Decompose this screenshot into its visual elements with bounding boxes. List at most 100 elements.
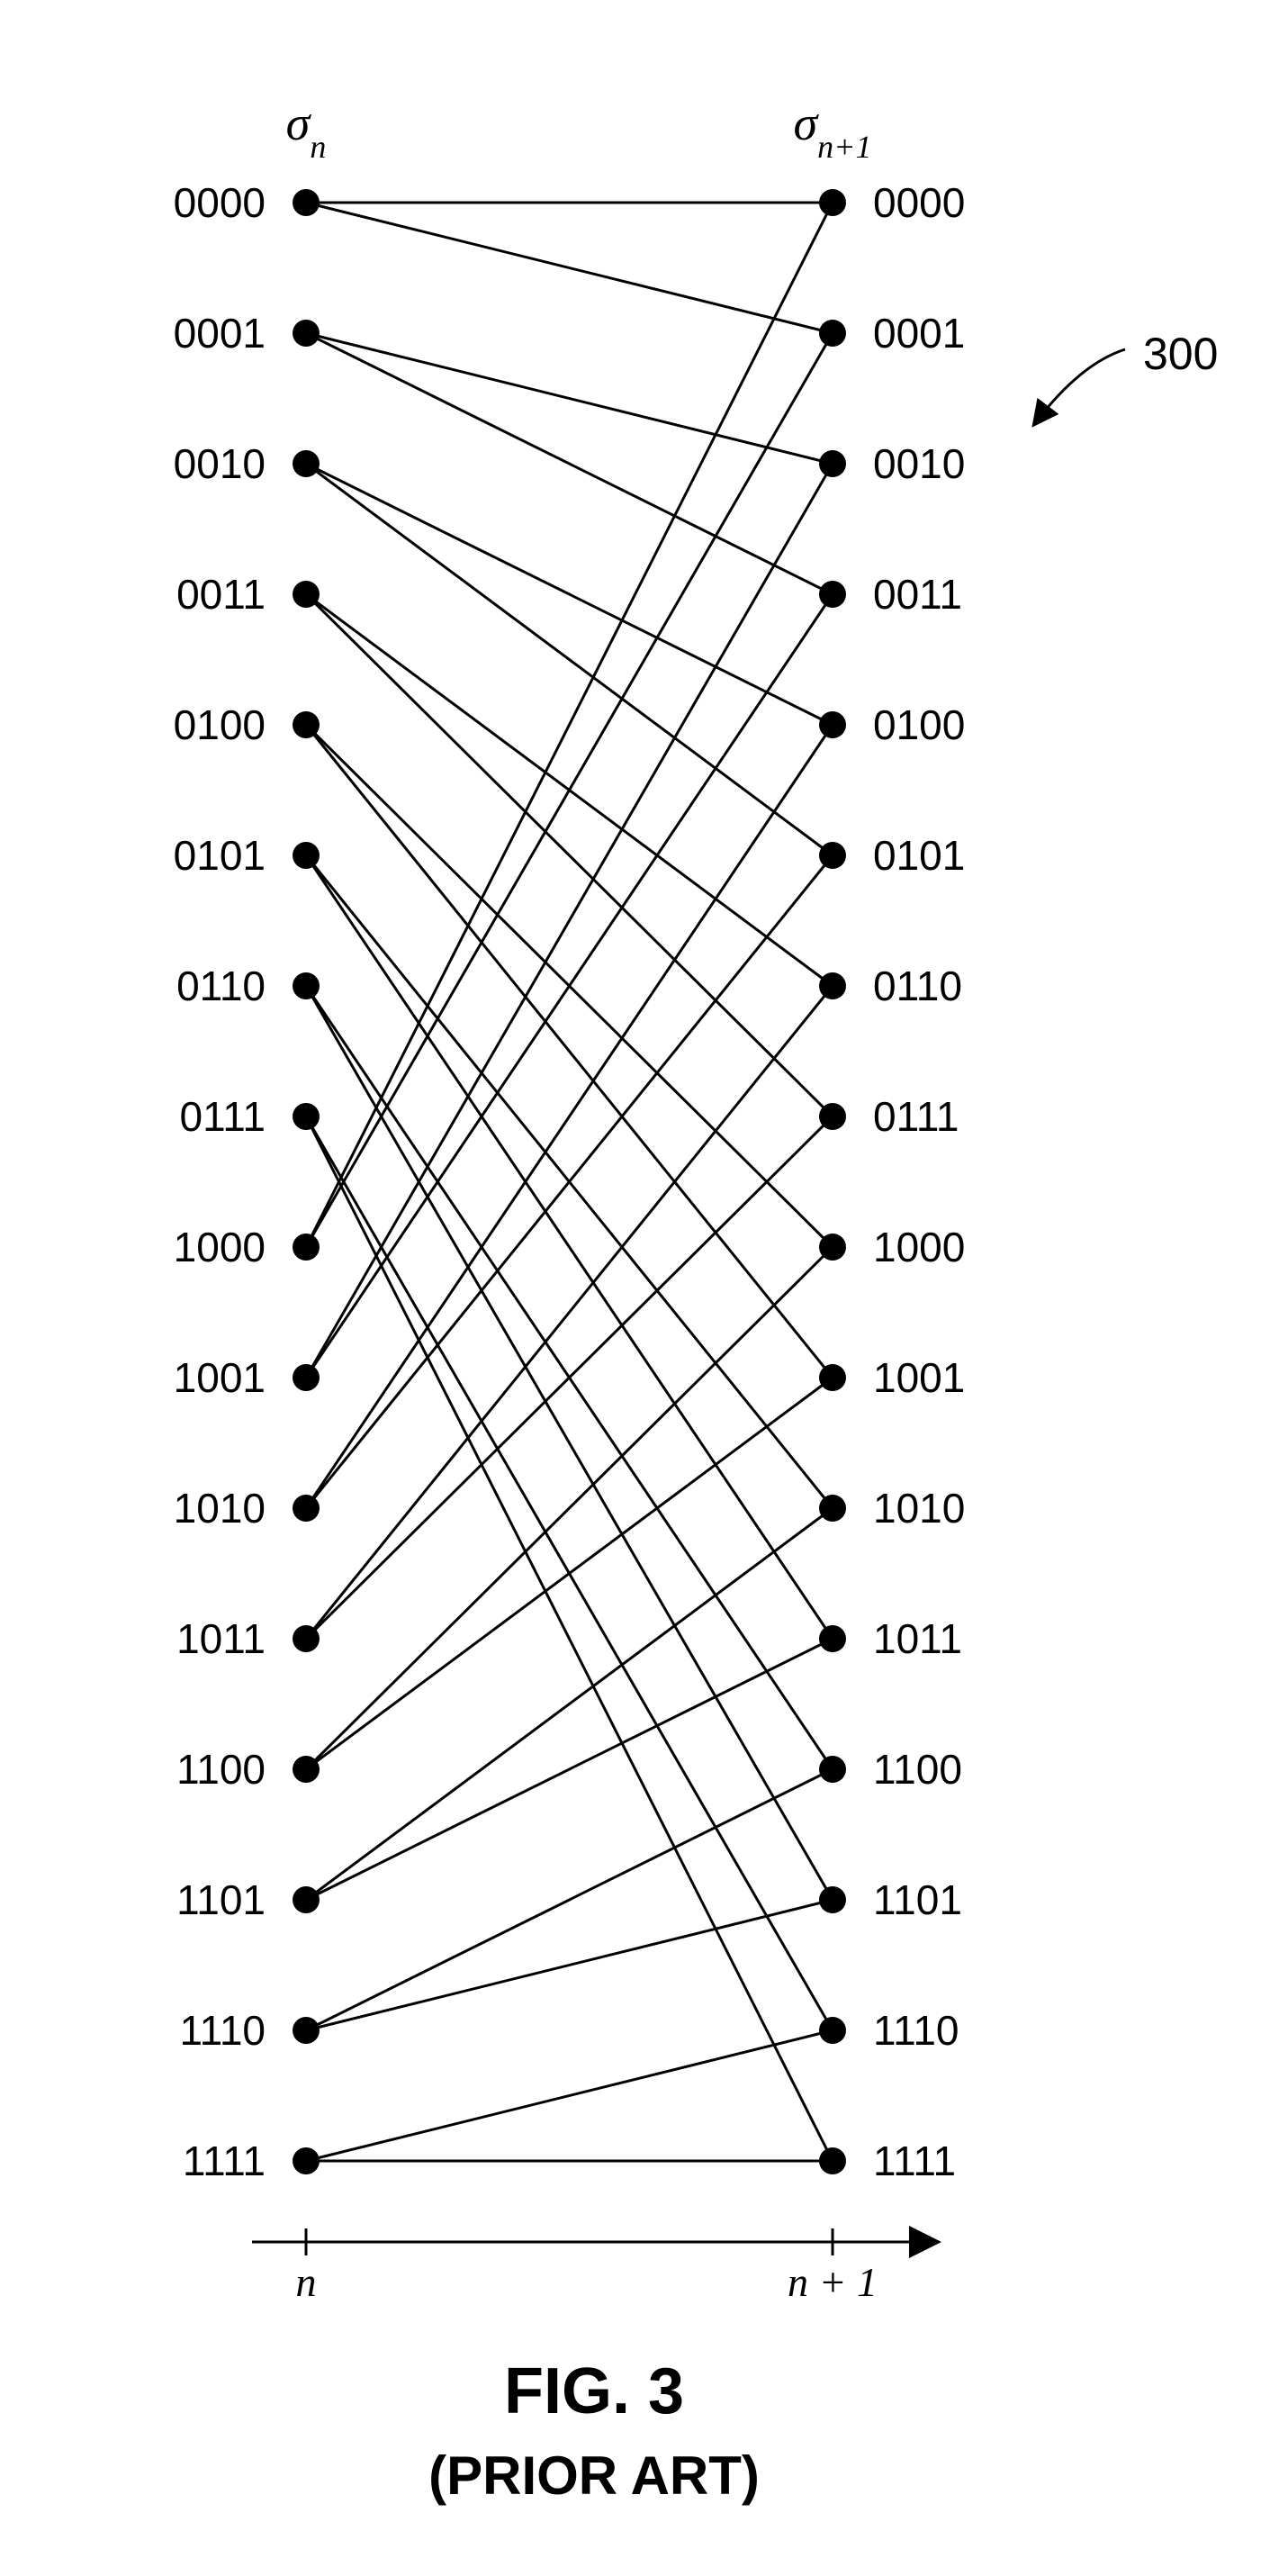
state-node [819, 842, 846, 869]
state-node [293, 1103, 320, 1130]
state-label: 0000 [873, 179, 965, 226]
right-state-labels: 0000000100100011010001010110011110001001… [873, 179, 965, 2184]
state-label: 0100 [873, 701, 965, 748]
state-node [819, 711, 846, 738]
state-label: 1000 [873, 1224, 965, 1270]
trellis-edge [306, 2030, 833, 2161]
state-label: 1111 [183, 2138, 266, 2184]
state-node [819, 1625, 846, 1652]
state-label: 1001 [873, 1354, 965, 1401]
state-node [293, 1625, 320, 1652]
state-label: 1101 [873, 1876, 962, 1923]
left-state-nodes [293, 189, 320, 2174]
state-label: 1110 [873, 2007, 959, 2054]
state-node [293, 2147, 320, 2174]
state-node [293, 1364, 320, 1391]
state-label: 1110 [179, 2007, 266, 2054]
trellis-edge [306, 1508, 833, 1900]
state-label: 0011 [873, 571, 962, 618]
state-node [819, 972, 846, 999]
right-state-nodes [819, 189, 846, 2174]
state-label: 1100 [176, 1746, 266, 1793]
trellis-edge [306, 203, 833, 333]
state-node [819, 1103, 846, 1130]
left-state-labels: 0000 0001 0010 0011 0100 0101 0110 0111 1000 1001… [174, 179, 266, 2184]
state-label: 0101 [873, 832, 965, 879]
state-label: 1000 [174, 1224, 266, 1270]
trellis-edge [306, 986, 833, 1639]
column-header-sigma-n: σn [286, 96, 327, 165]
trellis-edge [306, 203, 833, 1247]
column-header-sigma-n-plus-1: σn+1 [794, 96, 872, 165]
state-label: 0111 [179, 1093, 266, 1140]
trellis-edge [306, 1639, 833, 1900]
state-node [293, 711, 320, 738]
trellis-edge [306, 333, 833, 594]
state-label: 0110 [176, 963, 266, 1009]
state-node [293, 1886, 320, 1913]
state-node [819, 1886, 846, 1913]
trellis-edge [306, 464, 833, 1378]
state-node [819, 1364, 846, 1391]
state-node [819, 1756, 846, 1783]
reference-callout: 300 [1035, 329, 1218, 423]
trellis-edge [306, 594, 833, 1116]
state-node [819, 581, 846, 608]
time-axis: n n + 1 [252, 2228, 936, 2305]
trellis-edge [306, 855, 833, 1639]
state-node [293, 1495, 320, 1522]
state-label: 0001 [873, 310, 965, 357]
trellis-edge [306, 1116, 833, 2161]
state-node [819, 1234, 846, 1261]
trellis-diagram: 0000 0001 0010 0011 0100 0101 0110 0111 1000 1001… [0, 0, 1288, 2576]
state-label: 0111 [873, 1093, 959, 1140]
reference-number: 300 [1143, 329, 1218, 379]
state-node [293, 1756, 320, 1783]
trellis-edge [306, 594, 833, 1378]
trellis-edge [306, 986, 833, 1900]
figure-caption-title: FIG. 3 [504, 2355, 684, 2427]
state-label: 1010 [174, 1485, 266, 1532]
state-label: 1011 [176, 1615, 266, 1662]
trellis-edge [306, 1116, 833, 1639]
state-node [293, 189, 320, 216]
trellis-edge [306, 1378, 833, 1769]
state-node [293, 1234, 320, 1261]
axis-label-n-plus-1: n + 1 [788, 2259, 878, 2305]
state-node [819, 450, 846, 477]
axis-label-n: n [296, 2259, 317, 2305]
trellis-edge [306, 464, 833, 855]
state-label: 0010 [174, 440, 266, 487]
state-label: 0010 [873, 440, 965, 487]
state-label: 1101 [176, 1876, 266, 1923]
state-label: 0011 [176, 571, 266, 618]
state-node [819, 2017, 846, 2044]
state-node [819, 189, 846, 216]
trellis-edge [306, 333, 833, 464]
trellis-edge [306, 725, 833, 1508]
trellis-edge [306, 725, 833, 1378]
state-node [819, 1495, 846, 1522]
state-label: 0000 [174, 179, 266, 226]
state-label: 0100 [174, 701, 266, 748]
trellis-edge [306, 1769, 833, 2030]
state-label: 0001 [174, 310, 266, 357]
state-node [819, 320, 846, 347]
state-label: 1011 [873, 1615, 962, 1662]
state-node [819, 2147, 846, 2174]
figure-caption-subtitle: (PRIOR ART) [428, 2445, 760, 2506]
state-label: 1010 [873, 1485, 965, 1532]
state-node [293, 450, 320, 477]
state-node [293, 2017, 320, 2044]
state-node [293, 581, 320, 608]
state-label: 1100 [873, 1746, 962, 1793]
trellis-edge [306, 1900, 833, 2030]
trellis-edge [306, 1247, 833, 1769]
state-label: 1001 [174, 1354, 266, 1401]
state-node [293, 320, 320, 347]
state-node [293, 972, 320, 999]
trellis-edge [306, 464, 833, 725]
state-label: 0101 [174, 832, 266, 879]
trellis-edge [306, 333, 833, 1247]
state-node [293, 842, 320, 869]
